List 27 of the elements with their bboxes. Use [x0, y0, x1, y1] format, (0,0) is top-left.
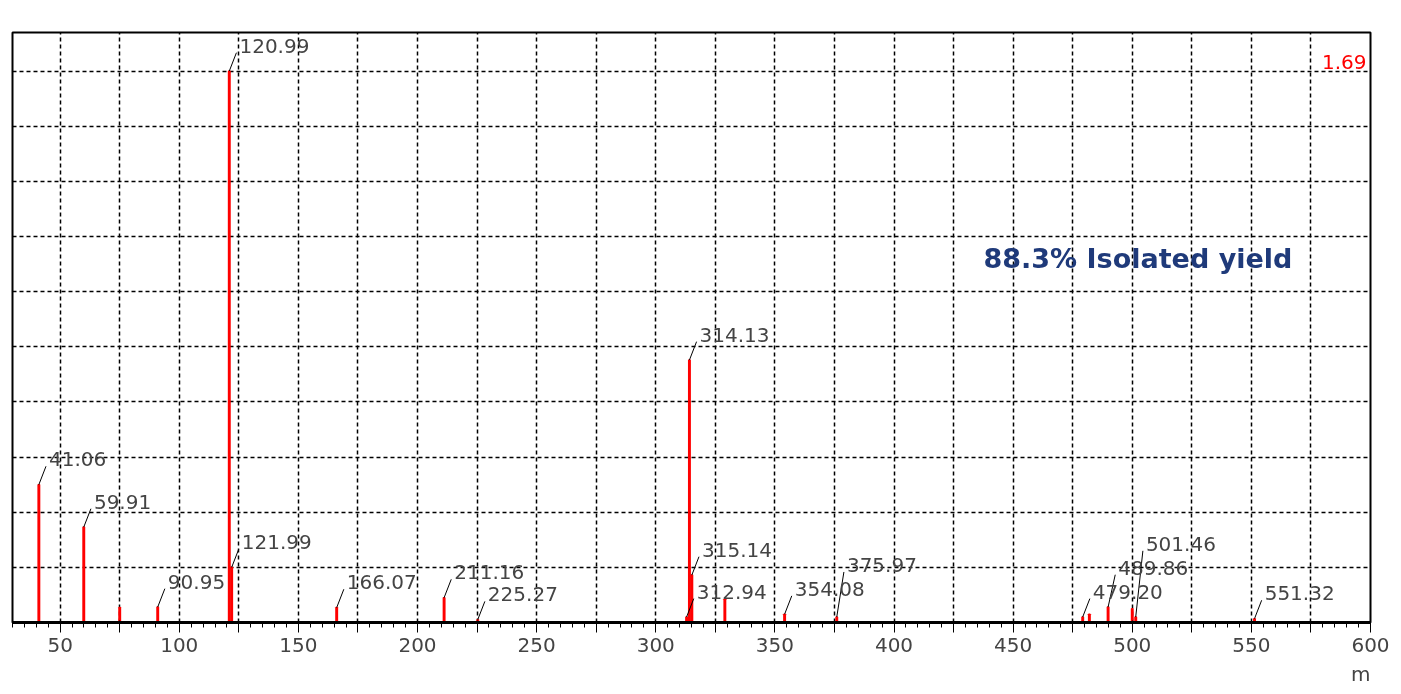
annotation: 315.14 [701, 537, 772, 562]
x-tick-label: 150 [279, 632, 318, 657]
annotation: 90.95 [167, 569, 226, 594]
x-tick-label: 250 [517, 632, 556, 657]
annotation: 1.69 [1321, 50, 1367, 75]
x-tick-label: 450 [994, 632, 1033, 657]
annotation: 501.46 [1145, 531, 1216, 556]
x-tick-label: 100 [160, 632, 199, 657]
x-tick-label: 550 [1232, 632, 1271, 657]
x-tick-label: 200 [398, 632, 437, 657]
annotation: 166.07 [346, 570, 417, 595]
annotation: 88.3% Isolated yield [983, 243, 1293, 275]
x-tick-label: 300 [636, 632, 675, 657]
annotation: 121.99 [241, 529, 312, 554]
annotation: 551.32 [1264, 581, 1335, 606]
annotation: 225.27 [487, 582, 558, 607]
x-tick-label: 400 [874, 632, 914, 657]
x-axis-title: m [1351, 661, 1371, 686]
x-tick-label: 350 [755, 632, 794, 657]
annotation: 120.99 [239, 33, 310, 58]
annotation: 211.16 [454, 560, 525, 585]
annotation: 59.91 [93, 489, 152, 514]
x-tick-label: 500 [1113, 632, 1152, 657]
x-tick-label: 600 [1351, 632, 1390, 657]
annotation: 312.94 [696, 579, 767, 604]
x-tick-label: 50 [47, 632, 73, 657]
annotation: 314.13 [699, 322, 770, 347]
